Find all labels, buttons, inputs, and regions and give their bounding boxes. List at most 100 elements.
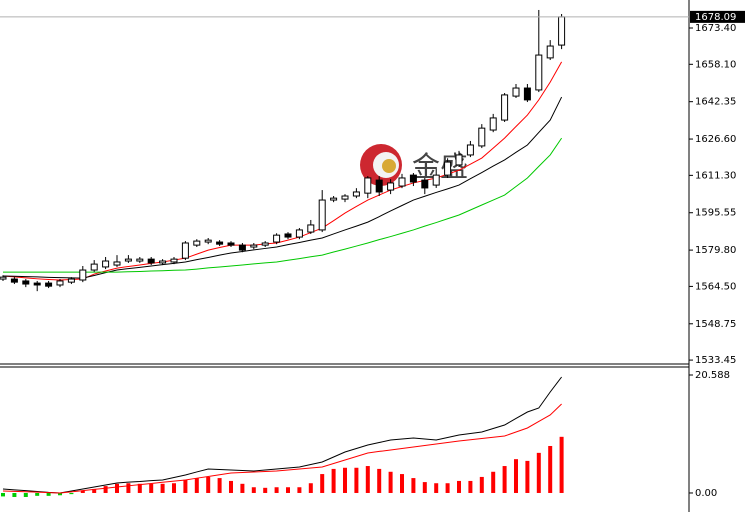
candle-body: [330, 197, 338, 201]
histogram-bar: [206, 476, 211, 493]
histogram-bar: [457, 480, 461, 493]
y-tick-label: 1626.60: [695, 134, 736, 145]
histogram-bar: [343, 467, 347, 493]
histogram-bar: [274, 487, 279, 493]
macd-line: [2, 376, 562, 494]
candle-body: [170, 258, 178, 263]
candle-body: [535, 54, 543, 91]
y-tick-label: 1548.75: [695, 319, 736, 330]
candle-body: [10, 278, 18, 283]
histogram-bar: [229, 480, 233, 493]
histogram-bar: [92, 488, 97, 493]
y-tick-label: 1658.10: [695, 59, 736, 70]
histogram-bar: [126, 483, 131, 493]
candle-body: [523, 87, 531, 101]
candle-body: [147, 258, 155, 264]
histogram-bar: [411, 478, 416, 493]
candle-body: [375, 179, 383, 193]
candle-body: [295, 229, 303, 238]
histogram-bar: [183, 479, 188, 493]
candle-body: [512, 87, 520, 97]
y-tick-label: 1642.35: [695, 97, 736, 108]
candle-body: [193, 240, 201, 246]
candle-body: [409, 174, 417, 183]
candle-body: [364, 177, 372, 194]
y-tick-label: 1564.50: [695, 281, 736, 292]
last-price-label: 1678.09: [695, 12, 736, 23]
candle-body: [478, 127, 486, 147]
histogram-bar: [388, 471, 393, 493]
histogram-bar: [365, 466, 370, 493]
histogram-bar: [400, 474, 404, 493]
macd-line: [2, 403, 562, 494]
candle-body: [33, 282, 41, 286]
histogram-bar: [35, 492, 40, 496]
last-price-box: [690, 10, 745, 23]
candle-body: [398, 177, 406, 187]
moving-average: [2, 96, 563, 279]
histogram-bar: [12, 492, 17, 497]
candle-body: [45, 282, 53, 287]
candle-body: [204, 239, 212, 243]
y-tick-label: 1533.45: [695, 355, 736, 366]
watermark-logo: [360, 144, 402, 186]
histogram-bar: [434, 483, 439, 493]
candle-body: [79, 269, 87, 281]
y-tick-label: 1595.55: [695, 208, 736, 219]
histogram-bar: [320, 474, 325, 493]
histogram-bar: [115, 483, 119, 493]
histogram-bar: [263, 487, 268, 493]
candle-body: [489, 117, 497, 131]
candle-body: [546, 45, 554, 59]
candle-body: [67, 278, 75, 283]
candle-body: [501, 94, 509, 121]
candle-body: [455, 154, 463, 166]
candle-body: [22, 280, 30, 285]
candle-body: [136, 258, 144, 262]
candle-body: [318, 199, 326, 231]
candle-body: [284, 233, 292, 238]
histogram-bar: [422, 482, 427, 493]
histogram-bar: [525, 460, 530, 493]
histogram-bar: [491, 471, 496, 493]
y-tick-label: 1611.30: [695, 170, 736, 181]
candle-body: [352, 191, 360, 197]
histogram-bar: [548, 445, 553, 493]
candle-body: [558, 16, 566, 46]
candle-body: [227, 242, 235, 246]
y-tick-label: 20.588: [695, 370, 730, 381]
histogram-bar: [297, 487, 302, 493]
histogram-bar: [559, 436, 564, 493]
histogram-bar: [240, 483, 245, 493]
histogram-bar: [331, 468, 336, 493]
candle-body: [250, 244, 258, 248]
histogram-bar: [23, 492, 28, 497]
histogram-bar: [217, 478, 222, 493]
histogram-bar: [479, 476, 484, 493]
candle-body: [421, 179, 429, 189]
candle-body: [444, 161, 452, 176]
histogram-bar: [137, 483, 142, 493]
candle-body: [466, 144, 474, 156]
candle-body: [159, 260, 167, 264]
histogram-bar: [160, 483, 165, 493]
candle-body: [124, 258, 132, 262]
histogram-bar: [80, 490, 85, 493]
moving-average: [2, 61, 563, 281]
y-tick-label: 1579.80: [695, 245, 736, 256]
histogram-bar: [502, 466, 507, 493]
candle-body: [102, 260, 110, 268]
logo-core: [382, 159, 396, 173]
histogram-bar: [58, 492, 62, 496]
histogram-bar: [354, 467, 359, 493]
histogram-bar: [514, 459, 518, 493]
histogram-bar: [46, 492, 51, 496]
y-tick-label: 0.00: [695, 488, 717, 499]
moving-average: [3, 137, 563, 273]
candle-body: [113, 261, 121, 266]
candle-body: [432, 174, 440, 186]
candle-body: [216, 241, 224, 245]
histogram-bar: [377, 468, 382, 493]
candle-body: [90, 263, 98, 271]
